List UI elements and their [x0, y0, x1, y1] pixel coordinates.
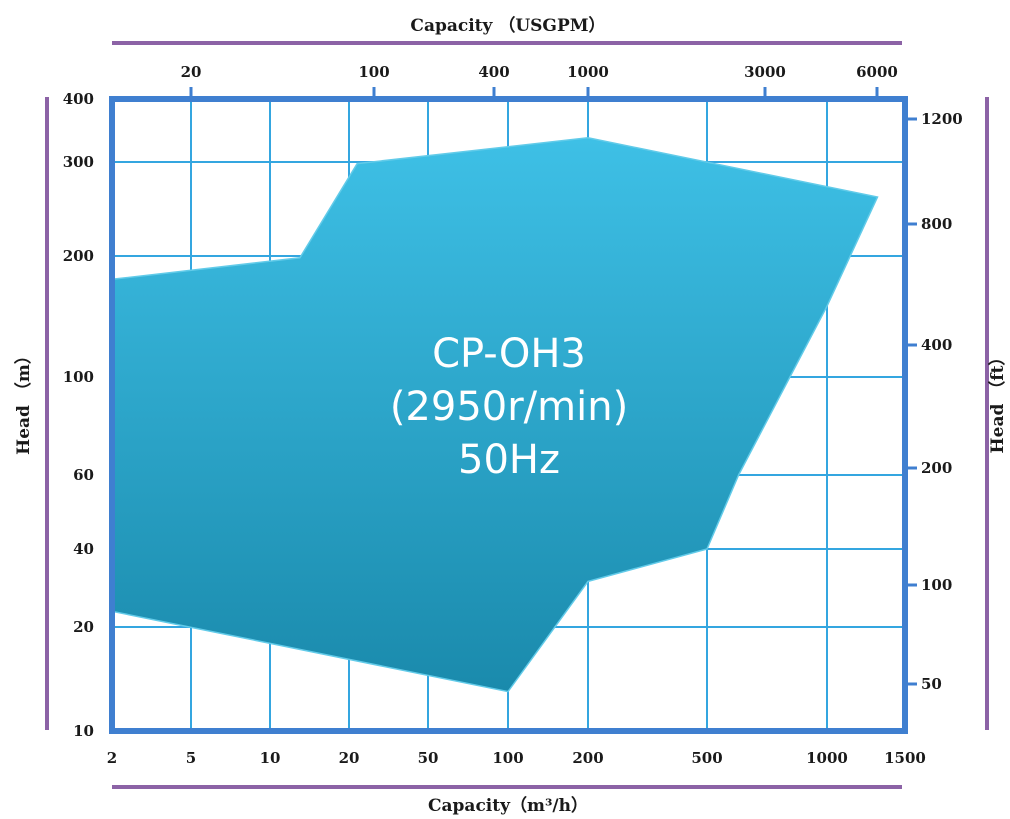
right-frame-bar [985, 97, 989, 730]
y-tick-label-right: 400 [921, 336, 952, 354]
x-tick-label-bottom: 1000 [806, 749, 848, 767]
bottom-frame-bar [112, 785, 902, 789]
x-tick-label-top: 3000 [744, 63, 786, 81]
y-tick-label-left: 300 [63, 153, 94, 171]
top-axis-title: Capacity （USGPM） [410, 15, 605, 36]
tick-labels: 2 5 10 20 50 100 200 500 1000 1500 10 20 40 60 100 200 3… [63, 63, 963, 767]
x-tick-label-bottom: 5 [186, 749, 196, 767]
axes [109, 96, 908, 734]
y-tick-label-left: 20 [73, 618, 94, 636]
x-tick-label-top: 6000 [856, 63, 898, 81]
x-tick-label-bottom: 200 [572, 749, 603, 767]
x-tick-label-bottom: 500 [691, 749, 722, 767]
overlay-model: CP-OH3 [432, 331, 586, 377]
y-tick-label-left: 400 [63, 90, 94, 108]
y-tick-label-left: 10 [73, 722, 94, 740]
left-frame-bar [45, 97, 49, 730]
y-tick-label-left: 60 [73, 466, 94, 484]
y-tick-label-right: 200 [921, 459, 952, 477]
bottom-axis-title: Capacity（m³/h） [428, 795, 588, 816]
performance-area [111, 137, 879, 693]
x-tick-label-bottom: 100 [492, 749, 523, 767]
y-tick-label-left: 100 [63, 368, 94, 386]
x-tick-label-top: 20 [181, 63, 202, 81]
x-tick-label-bottom: 50 [418, 749, 439, 767]
x-tick-label-bottom: 10 [260, 749, 281, 767]
x-tick-label-top: 400 [478, 63, 509, 81]
x-tick-label-top: 100 [358, 63, 389, 81]
y-tick-label-right: 50 [921, 675, 942, 693]
left-axis-title: Head （m） [13, 347, 34, 455]
overlay-speed: (2950r/min) [390, 384, 628, 430]
x-tick-label-top: 1000 [567, 63, 609, 81]
plot-frame [109, 96, 908, 734]
overlay-frequency: 50Hz [458, 437, 560, 483]
x-tick-label-bottom: 1500 [884, 749, 926, 767]
right-axis-title: Head （ft） [987, 349, 1008, 454]
performance-envelope [111, 137, 879, 693]
y-tick-label-left: 200 [63, 247, 94, 265]
y-tick-label-right: 1200 [921, 110, 963, 128]
y-tick-label-right: 800 [921, 215, 952, 233]
top-frame-bar [112, 41, 902, 45]
x-tick-label-bottom: 2 [107, 749, 117, 767]
y-tick-label-left: 40 [73, 540, 94, 558]
x-tick-label-bottom: 20 [339, 749, 360, 767]
y-tick-label-right: 100 [921, 576, 952, 594]
